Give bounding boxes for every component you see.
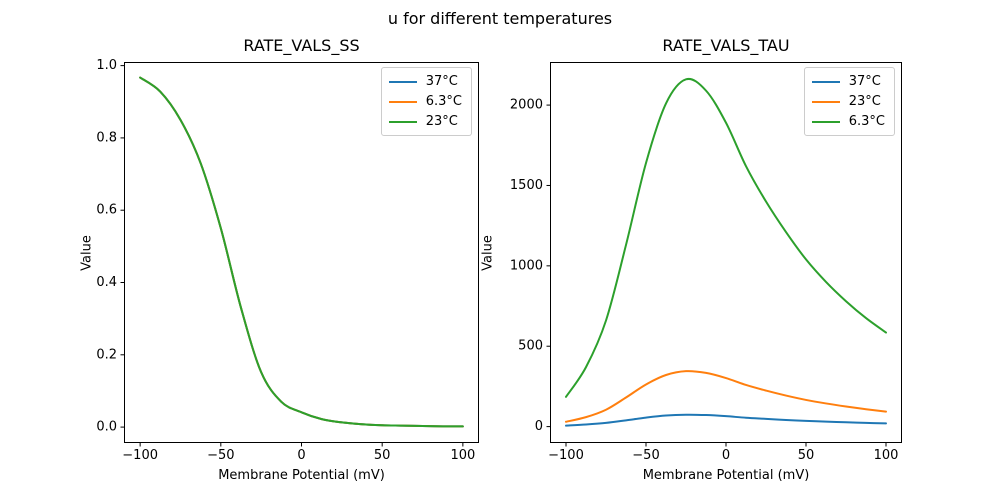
x-tick-label: −100 [122, 448, 158, 463]
subplot-title-ss: RATE_VALS_SS [243, 36, 360, 55]
x-tick-label: 50 [798, 448, 815, 463]
x-axis-label-tau: Membrane Potential (mV) [642, 468, 810, 483]
x-tick-label: 50 [374, 448, 391, 463]
legend-entry-label: 37°C [848, 74, 881, 89]
y-tick-label: 0.2 [96, 347, 117, 362]
legend-entry-label: 23°C [425, 114, 458, 129]
y-tick-label: 1.0 [96, 58, 117, 73]
plot-area-ss: −100 −50 0 50 100 0.0 0.2 0.4 0.6 0.8 1.0 [96, 58, 479, 463]
y-tick-label: 0.6 [96, 203, 117, 218]
y-axis-label-ss: Value [79, 234, 95, 271]
legend-entry: 23°C [388, 113, 462, 130]
legend-entry-label: 6.3°C [425, 94, 462, 109]
x-tick-label: 0 [297, 448, 305, 463]
series-curve [565, 413, 887, 427]
x-tick-label: 100 [874, 448, 899, 463]
legend-entry: 6.3°C [388, 93, 462, 110]
series-curve [565, 370, 887, 423]
y-axis-label-tau: Value [480, 234, 496, 271]
y-tick-label: 1000 [510, 258, 543, 273]
legend-tau: 37°C 23°C 6.3°C [803, 67, 895, 136]
legend-entry: 37°C [811, 73, 885, 90]
x-tick-label: 100 [450, 448, 475, 463]
x-tick-label: −100 [548, 448, 584, 463]
x-tick-label: −50 [632, 448, 659, 463]
legend-ss: 37°C 6.3°C 23°C [380, 67, 472, 136]
y-tick-label: 0.0 [96, 420, 117, 435]
x-tick-label: −50 [207, 448, 234, 463]
y-tick-label: 500 [518, 339, 543, 354]
legend-line-sample [811, 100, 840, 103]
y-tick-label: 0 [535, 419, 543, 434]
legend-entry-label: 23°C [848, 94, 881, 109]
legend-line-sample [388, 80, 417, 83]
legend-line-sample [388, 100, 417, 103]
series-curve [565, 77, 887, 398]
legend-entry-label: 6.3°C [848, 114, 885, 129]
figure-suptitle: u for different temperatures [387, 9, 613, 28]
legend-line-sample [811, 80, 840, 83]
series-curve [139, 76, 464, 428]
axes-spines [124, 62, 479, 443]
x-axis-label-ss: Membrane Potential (mV) [218, 468, 385, 483]
y-tick-label: 1500 [510, 178, 543, 193]
axes-spines [550, 62, 902, 443]
y-tick-label: 0.8 [96, 130, 117, 145]
legend-entry: 23°C [811, 93, 885, 110]
y-tick-label: 0.4 [96, 275, 117, 290]
legend-line-sample [388, 120, 417, 123]
x-tick-label: 0 [722, 448, 730, 463]
legend-line-sample [811, 120, 840, 123]
legend-entry: 6.3°C [811, 113, 885, 130]
subplot-rate-vals-ss: RATE_VALS_SS Value −100 −50 0 50 100 0.0 0.2 0.… [80, 36, 479, 483]
legend-entry-label: 37°C [425, 74, 458, 89]
y-tick-label: 2000 [510, 98, 543, 113]
subplot-rate-vals-tau: RATE_VALS_TAU Value −100 −50 0 50 100 0 500 100… [481, 36, 902, 483]
subplot-title-tau: RATE_VALS_TAU [662, 36, 790, 55]
legend-entry: 37°C [388, 73, 462, 90]
